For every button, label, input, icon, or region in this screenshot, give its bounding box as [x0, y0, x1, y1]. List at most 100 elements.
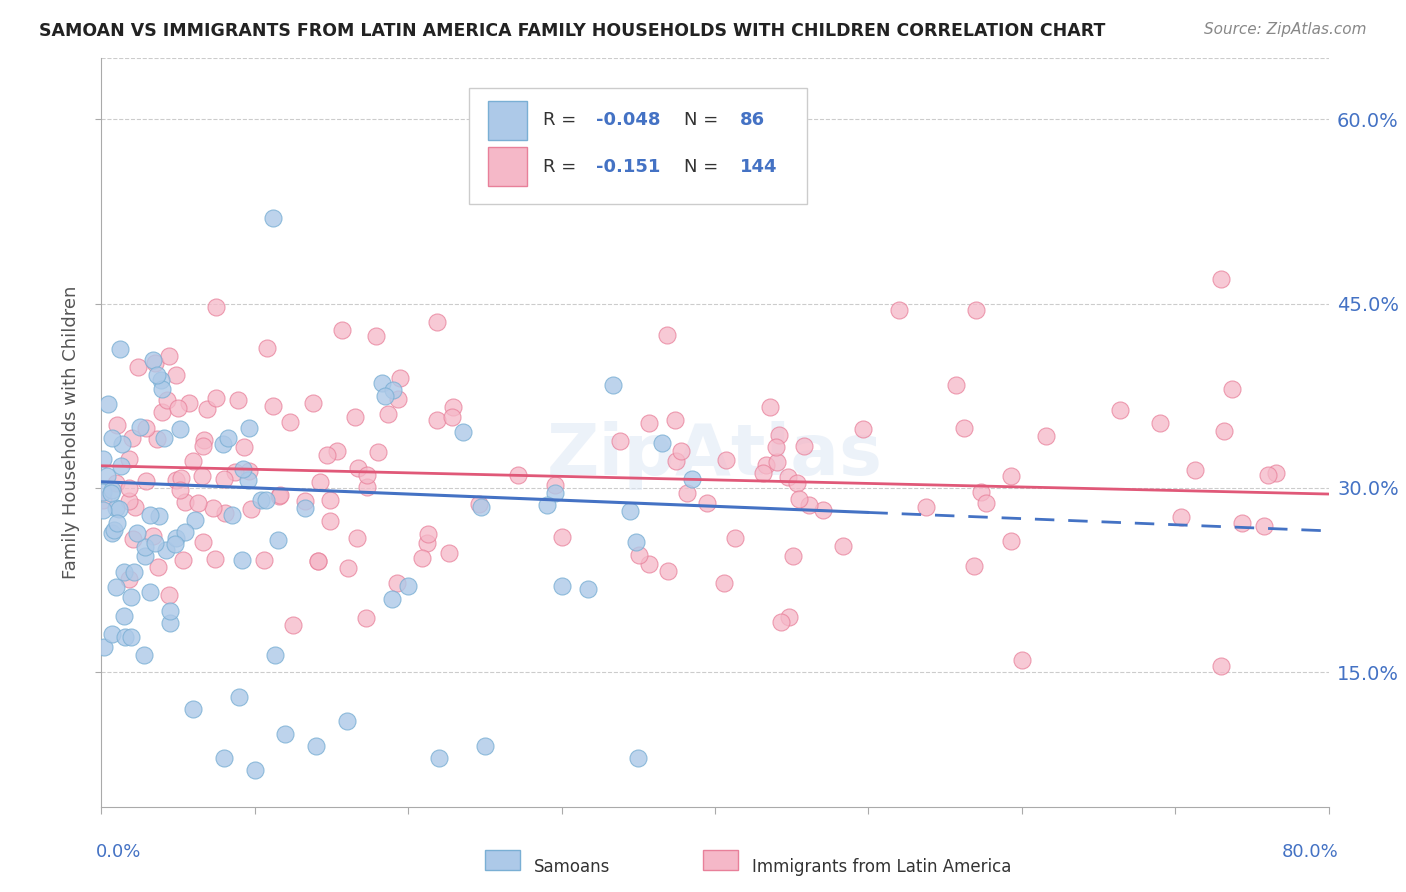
Point	[101, 627, 124, 641]
Point	[96, 468, 118, 483]
Point	[474, 739, 496, 753]
Point	[1230, 516, 1253, 530]
Point	[963, 558, 986, 573]
Point	[887, 302, 910, 317]
Point	[112, 609, 135, 624]
Point	[294, 494, 316, 508]
Point	[675, 486, 697, 500]
Point	[159, 603, 181, 617]
Point	[602, 378, 624, 392]
Point	[755, 458, 778, 472]
Point	[174, 495, 197, 509]
Point	[249, 493, 271, 508]
Point	[228, 690, 250, 704]
Point	[811, 502, 834, 516]
Point	[278, 415, 301, 429]
Point	[965, 302, 987, 317]
Point	[118, 494, 141, 508]
Point	[1109, 402, 1132, 417]
Point	[307, 554, 329, 568]
Point	[195, 402, 218, 417]
Point	[354, 611, 377, 625]
Point	[681, 472, 703, 486]
Point	[305, 739, 328, 753]
Point	[118, 482, 141, 496]
Point	[159, 616, 181, 631]
Point	[315, 448, 337, 462]
Point	[169, 422, 191, 436]
Text: Immigrants from Latin America: Immigrants from Latin America	[752, 858, 1011, 876]
Point	[294, 500, 316, 515]
Point	[696, 495, 718, 509]
Point	[238, 420, 260, 434]
Point	[765, 455, 787, 469]
Point	[177, 396, 200, 410]
Point	[915, 500, 938, 514]
Point	[1184, 463, 1206, 477]
Point	[799, 498, 821, 512]
Point	[191, 535, 214, 549]
Point	[167, 401, 190, 415]
Point	[146, 560, 169, 574]
Point	[307, 554, 329, 568]
Point	[470, 500, 492, 514]
Point	[181, 702, 204, 716]
Point	[181, 454, 204, 468]
Point	[108, 502, 131, 516]
Point	[439, 546, 461, 560]
Point	[153, 431, 176, 445]
Point	[619, 503, 641, 517]
Point	[389, 370, 412, 384]
Point	[231, 553, 253, 567]
Point	[768, 428, 790, 442]
Point	[100, 486, 122, 500]
Point	[302, 396, 325, 410]
Point	[832, 540, 855, 554]
Point	[330, 323, 353, 337]
Point	[551, 530, 574, 544]
Point	[336, 714, 359, 729]
Point	[150, 382, 173, 396]
Point	[201, 500, 224, 515]
Point	[169, 483, 191, 497]
Point	[226, 392, 249, 407]
Point	[852, 422, 875, 436]
Point	[544, 486, 567, 500]
Point	[387, 392, 409, 406]
Point	[319, 492, 342, 507]
Point	[326, 443, 349, 458]
Text: Source: ZipAtlas.com: Source: ZipAtlas.com	[1204, 22, 1367, 37]
Point	[411, 550, 433, 565]
Point	[651, 436, 673, 450]
Point	[110, 458, 132, 473]
Point	[974, 496, 997, 510]
Point	[212, 437, 235, 451]
Point	[134, 549, 156, 563]
Point	[172, 553, 194, 567]
Point	[183, 513, 205, 527]
Point	[122, 565, 145, 579]
Point	[122, 532, 145, 546]
Point	[550, 579, 572, 593]
FancyBboxPatch shape	[488, 147, 527, 186]
Point	[426, 412, 449, 426]
Point	[387, 576, 409, 591]
Point	[770, 615, 793, 629]
Point	[221, 508, 243, 522]
Point	[193, 434, 215, 448]
Point	[724, 531, 747, 545]
Point	[267, 533, 290, 547]
Point	[441, 410, 464, 425]
Point	[105, 500, 128, 515]
Point	[217, 431, 239, 445]
Point	[256, 341, 278, 355]
Point	[114, 630, 136, 644]
Point	[232, 462, 254, 476]
Point	[157, 589, 180, 603]
Text: SAMOAN VS IMMIGRANTS FROM LATIN AMERICA FAMILY HOUSEHOLDS WITH CHILDREN CORRELAT: SAMOAN VS IMMIGRANTS FROM LATIN AMERICA …	[39, 22, 1105, 40]
Point	[214, 472, 236, 486]
Point	[253, 553, 276, 567]
Point	[105, 516, 128, 530]
Point	[105, 580, 128, 594]
Point	[344, 410, 367, 425]
